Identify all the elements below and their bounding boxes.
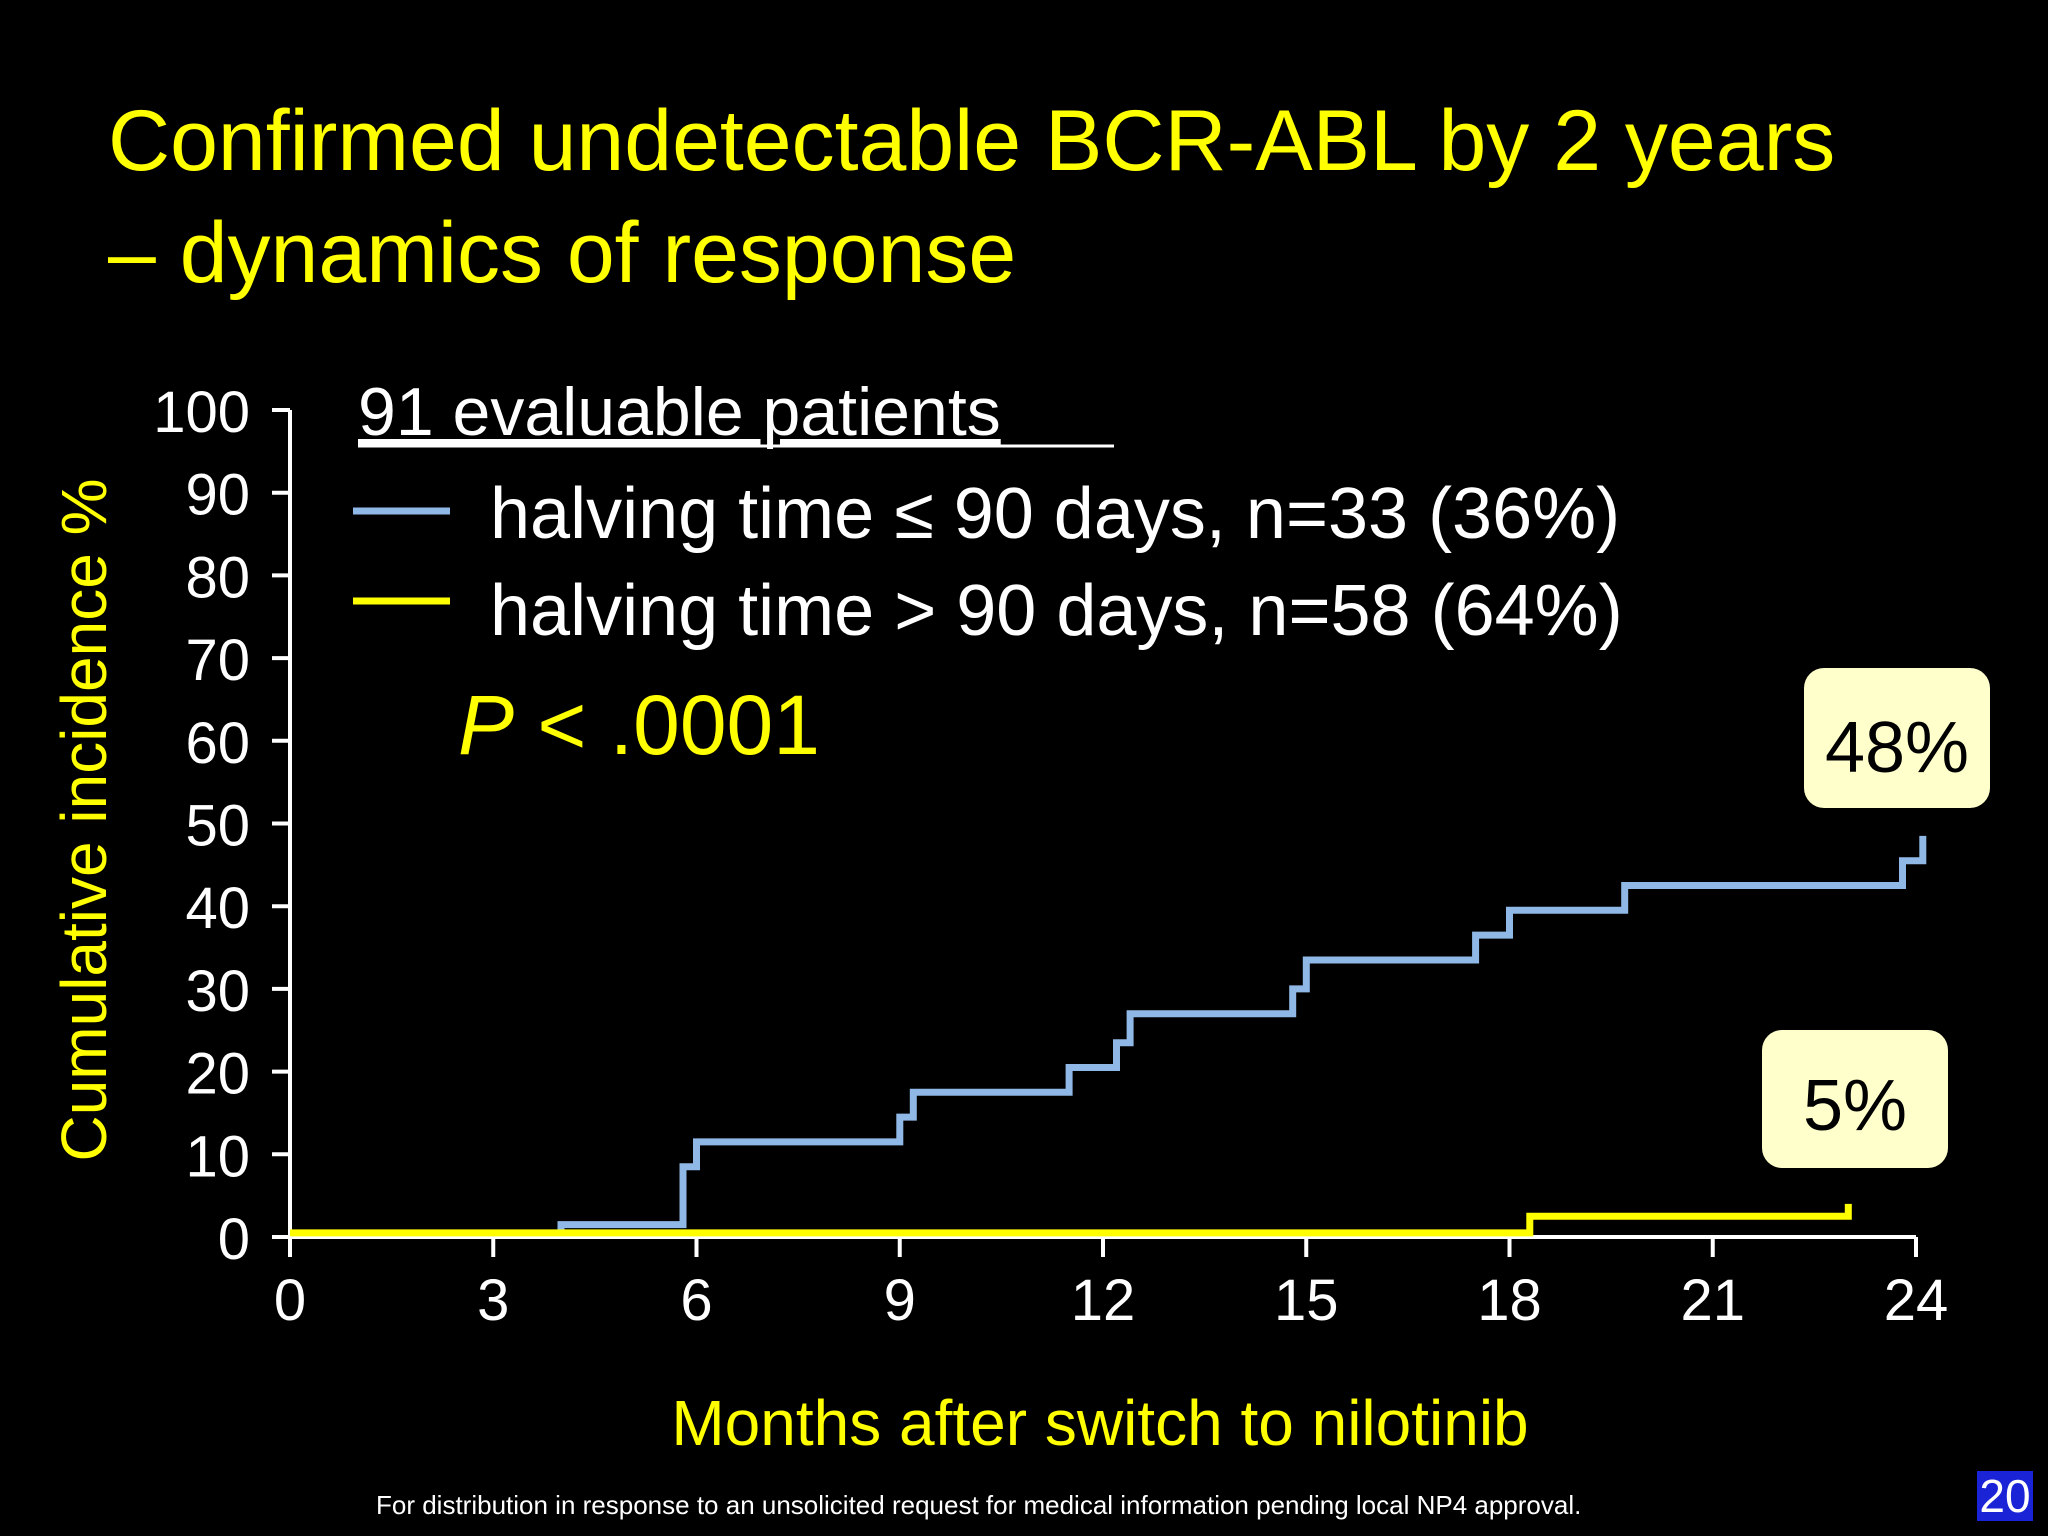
callout-48-box <box>1804 668 1990 808</box>
legend: 91 evaluable patients halving time ≤ 90 … <box>353 374 1623 651</box>
x-tick-label-3: 3 <box>477 1268 509 1333</box>
callout-5: 5% <box>1762 1030 1948 1168</box>
y-tick-label-30: 30 <box>185 959 250 1024</box>
y-tick-label-60: 60 <box>185 711 250 776</box>
x-tick-label-6: 6 <box>680 1268 712 1333</box>
y-tick-label-90: 90 <box>185 463 250 528</box>
callout-5-text: 5% <box>1803 1066 1907 1146</box>
legend-entry-series-2: halving time > 90 days, n=58 (64%) <box>490 571 1623 651</box>
slide-title: Confirmed undetectable BCR-ABL by 2 year… <box>108 85 1835 309</box>
legend-header: 91 evaluable patients <box>358 374 1001 450</box>
p-value-symbol: P <box>458 678 514 772</box>
title-line-2: – dynamics of response <box>108 205 1017 301</box>
axes: 0 10 20 30 40 50 60 70 80 90 100 0 3 6 9 12 15 18 21 24 <box>153 380 1948 1333</box>
p-value-text: < .0001 <box>514 678 820 772</box>
x-tick-label-15: 15 <box>1274 1268 1339 1333</box>
series-line-2 <box>290 1203 1852 1237</box>
footnote: For distribution in response to an unsol… <box>376 1490 1582 1520</box>
callout-48-text: 48% <box>1825 708 1969 788</box>
y-tick-label-10: 10 <box>185 1124 250 1189</box>
series-layer <box>290 835 1927 1237</box>
x-tick-label-12: 12 <box>1071 1268 1136 1333</box>
y-tick-label-50: 50 <box>185 794 250 859</box>
x-tick-label-24: 24 <box>1884 1268 1949 1333</box>
x-axis-label: Months after switch to nilotinib <box>671 1387 1528 1459</box>
x-tick-label-18: 18 <box>1477 1268 1542 1333</box>
y-tick-label-40: 40 <box>185 876 250 941</box>
y-axis-label: Cumulative incidence % <box>48 479 120 1162</box>
callout-5-box <box>1762 1030 1948 1168</box>
legend-entry-series-1: halving time ≤ 90 days, n=33 (36%) <box>490 474 1620 554</box>
y-tick-label-80: 80 <box>185 545 250 610</box>
callout-48: 48% <box>1804 668 1990 808</box>
y-tick-label-100: 100 <box>153 380 250 445</box>
y-tick-label-70: 70 <box>185 628 250 693</box>
x-tick-label-9: 9 <box>884 1268 916 1333</box>
x-tick-label-0: 0 <box>274 1268 306 1333</box>
p-value-annotation: P < .0001 <box>458 678 820 772</box>
y-tick-label-0: 0 <box>218 1207 250 1272</box>
page-number: 20 <box>1977 1471 2033 1521</box>
series-line-1 <box>557 835 1927 1233</box>
x-tick-label-21: 21 <box>1680 1268 1745 1333</box>
y-tick-label-20: 20 <box>185 1042 250 1107</box>
title-line-1: Confirmed undetectable BCR-ABL by 2 year… <box>108 93 1836 189</box>
